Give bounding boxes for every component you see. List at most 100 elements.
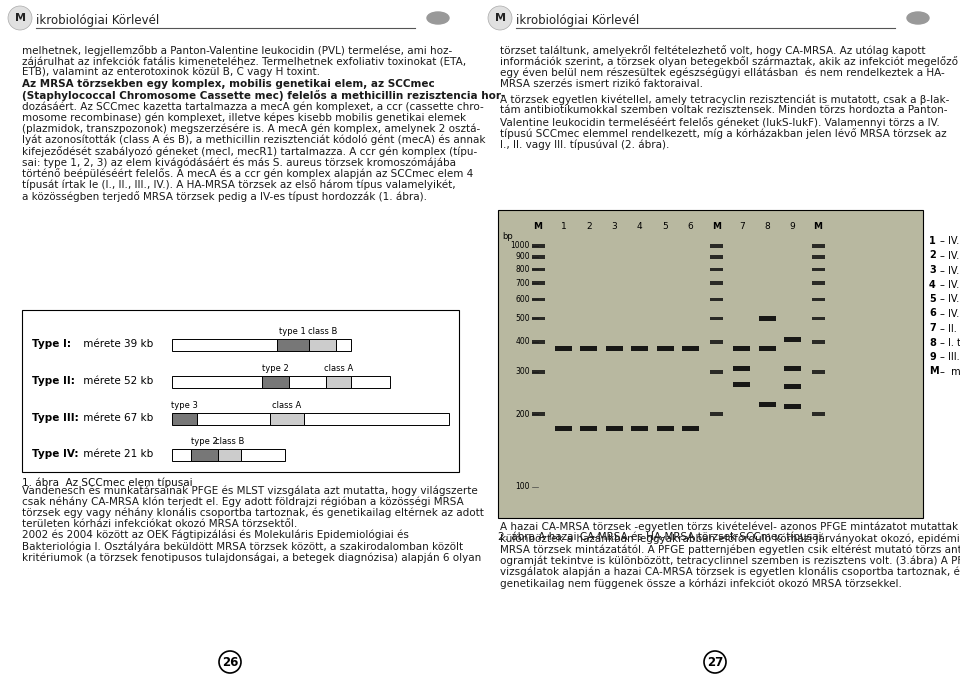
Text: – IV. típus: – IV. típus [940, 279, 960, 290]
Bar [632, 346, 648, 351]
Text: – IV. típus: – IV. típus [940, 294, 960, 304]
Bar [733, 382, 750, 387]
Text: csak néhány CA-MRSA klón terjedt el. Egy adott földrajzi régióban a közösségi MR: csak néhány CA-MRSA klón terjedt el. Egy… [22, 496, 464, 506]
Text: mérete 39 kb: mérete 39 kb [80, 339, 154, 349]
Text: – II. típus: – II. típus [940, 323, 960, 334]
Circle shape [8, 6, 32, 30]
Bar [532, 255, 544, 259]
Text: class A: class A [273, 401, 301, 410]
Bar [811, 298, 825, 301]
Text: 900: 900 [516, 252, 530, 262]
Bar [303, 413, 449, 425]
Bar [532, 340, 544, 344]
Text: 800: 800 [516, 265, 530, 274]
Text: 4: 4 [637, 222, 642, 231]
Text: mérete 21 kb: mérete 21 kb [80, 449, 154, 459]
Text: M: M [711, 222, 721, 231]
Text: Az MRSA törzsekben egy komplex, mobilis genetikai elem, az SCCmec: Az MRSA törzsekben egy komplex, mobilis … [22, 79, 435, 89]
Text: Type IV:: Type IV: [32, 449, 79, 459]
Text: 6: 6 [688, 222, 694, 231]
Bar [22, 310, 459, 472]
Text: 2: 2 [587, 222, 591, 231]
Bar [606, 346, 623, 351]
Text: mosome recombinase) gén komplexet, illetve képes kisebb mobilis genetikai elemek: mosome recombinase) gén komplexet, illet… [22, 112, 467, 123]
Text: MRSA szerzés ismert rizikó faktoraival.: MRSA szerzés ismert rizikó faktoraival. [500, 79, 703, 89]
Text: 1: 1 [561, 222, 566, 231]
Bar [758, 316, 776, 321]
Text: 2002 és 2004 között az OEK Fágtipizálási és Molekuláris Epidemiológiai és: 2002 és 2004 között az OEK Fágtipizálási… [22, 530, 409, 540]
Text: class B: class B [307, 327, 337, 336]
Text: 9: 9 [790, 222, 796, 231]
Text: ikrobiológiai Körlevél: ikrobiológiai Körlevél [36, 14, 159, 27]
Text: kritériumok (a törzsek fenotipusos tulajdonságai, a betegek diagnózisa) alapján : kritériumok (a törzsek fenotipusos tulaj… [22, 552, 481, 563]
Bar [532, 281, 544, 285]
Text: 3: 3 [612, 222, 617, 231]
Text: 200: 200 [516, 410, 530, 419]
Bar [581, 346, 597, 351]
Bar [532, 317, 544, 320]
Text: 8: 8 [929, 338, 936, 348]
Bar [758, 346, 776, 351]
Text: 300: 300 [516, 367, 530, 376]
Text: 5: 5 [662, 222, 668, 231]
Text: M: M [929, 367, 939, 376]
Text: 1: 1 [929, 236, 936, 246]
Text: type 2: type 2 [262, 364, 288, 373]
Text: – IV. típus: – IV. típus [940, 265, 960, 275]
Bar [198, 413, 270, 425]
Bar [325, 376, 351, 388]
Text: 400: 400 [516, 337, 530, 346]
Text: dozásáért. Az SCCmec kazetta tartalmazza a mecA gén komplexet, a ccr (cassette c: dozásáért. Az SCCmec kazetta tartalmazza… [22, 101, 484, 111]
Bar [784, 337, 801, 342]
Text: területen kórházi infekciókat okozó MRSA törzsektől.: területen kórházi infekciókat okozó MRSA… [22, 519, 298, 529]
Bar [709, 370, 723, 374]
Text: (Staphylococcal Chromosome Cassette mec) felelős a methicillin rezisztencia hor-: (Staphylococcal Chromosome Cassette mec)… [22, 89, 505, 101]
Bar [709, 412, 723, 416]
Text: M: M [494, 13, 506, 23]
Bar [733, 346, 750, 351]
Text: ETB), valamint az enterotoxinok közül B, C vagy H toxint.: ETB), valamint az enterotoxinok közül B,… [22, 67, 320, 77]
Text: M: M [813, 222, 823, 231]
Text: I., II. vagy III. típusúval (2. ábra).: I., II. vagy III. típusúval (2. ábra). [500, 139, 669, 150]
Bar [261, 376, 289, 388]
Text: MRSA törzsek mintázatától. A PFGE patternjében egyetlen csik eltérést mutató tör: MRSA törzsek mintázatától. A PFGE patter… [500, 544, 960, 555]
Bar [336, 339, 351, 351]
Bar [581, 426, 597, 431]
Bar [709, 255, 723, 259]
Text: 600: 600 [516, 295, 530, 304]
Text: 8: 8 [764, 222, 770, 231]
Bar [683, 426, 699, 431]
Text: – I. típus: – I. típus [940, 338, 960, 348]
Text: a közösségben terjedő MRSA törzsek pedig a IV-es típust hordozzák (1. ábra).: a közösségben terjedő MRSA törzsek pedig… [22, 191, 427, 201]
Text: mérete 67 kb: mérete 67 kb [80, 413, 154, 423]
Bar [191, 449, 218, 461]
Text: 100: 100 [516, 482, 530, 491]
Text: – IV. típus: – IV. típus [940, 236, 960, 247]
Bar [351, 376, 390, 388]
Bar [811, 255, 825, 259]
Circle shape [704, 651, 726, 673]
Text: 2: 2 [929, 250, 936, 260]
Bar [289, 376, 325, 388]
Text: törzset találtunk, amelyekről feltételezhető volt, hogy CA-MRSA. Az utólag kapot: törzset találtunk, amelyekről feltételez… [500, 45, 925, 56]
Text: Type II:: Type II: [32, 376, 75, 386]
Text: 2. ábra A hazai CA-MRSA és HA-MRSA törzsek SCCmec típusai: 2. ábra A hazai CA-MRSA és HA-MRSA törzs… [498, 532, 822, 542]
Text: 500: 500 [516, 314, 530, 323]
Bar [172, 413, 198, 425]
Bar [606, 426, 623, 431]
Bar [657, 346, 674, 351]
Bar [709, 340, 723, 344]
Bar [172, 339, 276, 351]
Text: információk szerint, a törzsek olyan betegekből származtak, akik az infekciót me: információk szerint, a törzsek olyan bet… [500, 56, 958, 67]
Text: (plazmidok, transzpozonok) megszerzésére is. A mecA gén komplex, amelynek 2 oszt: (plazmidok, transzpozonok) megszerzésére… [22, 123, 480, 134]
Bar [632, 426, 648, 431]
Text: class A: class A [324, 364, 353, 373]
Text: ikrobiológiai Körlevél: ikrobiológiai Körlevél [516, 14, 639, 27]
Ellipse shape [907, 12, 929, 24]
Text: A hazai CA-MRSA törzsek -egyetlen törzs kivételével- azonos PFGE mintázatot muta: A hazai CA-MRSA törzsek -egyetlen törzs … [500, 522, 960, 532]
Text: mérete 52 kb: mérete 52 kb [80, 376, 154, 386]
Bar [758, 402, 776, 407]
Text: zájárulhat az infekciók fatális kimeneteléhez. Termelhetnek exfoliativ toxinokat: zájárulhat az infekciók fatális kimenete… [22, 56, 467, 66]
Text: 1. ábra  Az SCCmec elem típusai: 1. ábra Az SCCmec elem típusai [22, 478, 193, 489]
Bar [811, 281, 825, 285]
